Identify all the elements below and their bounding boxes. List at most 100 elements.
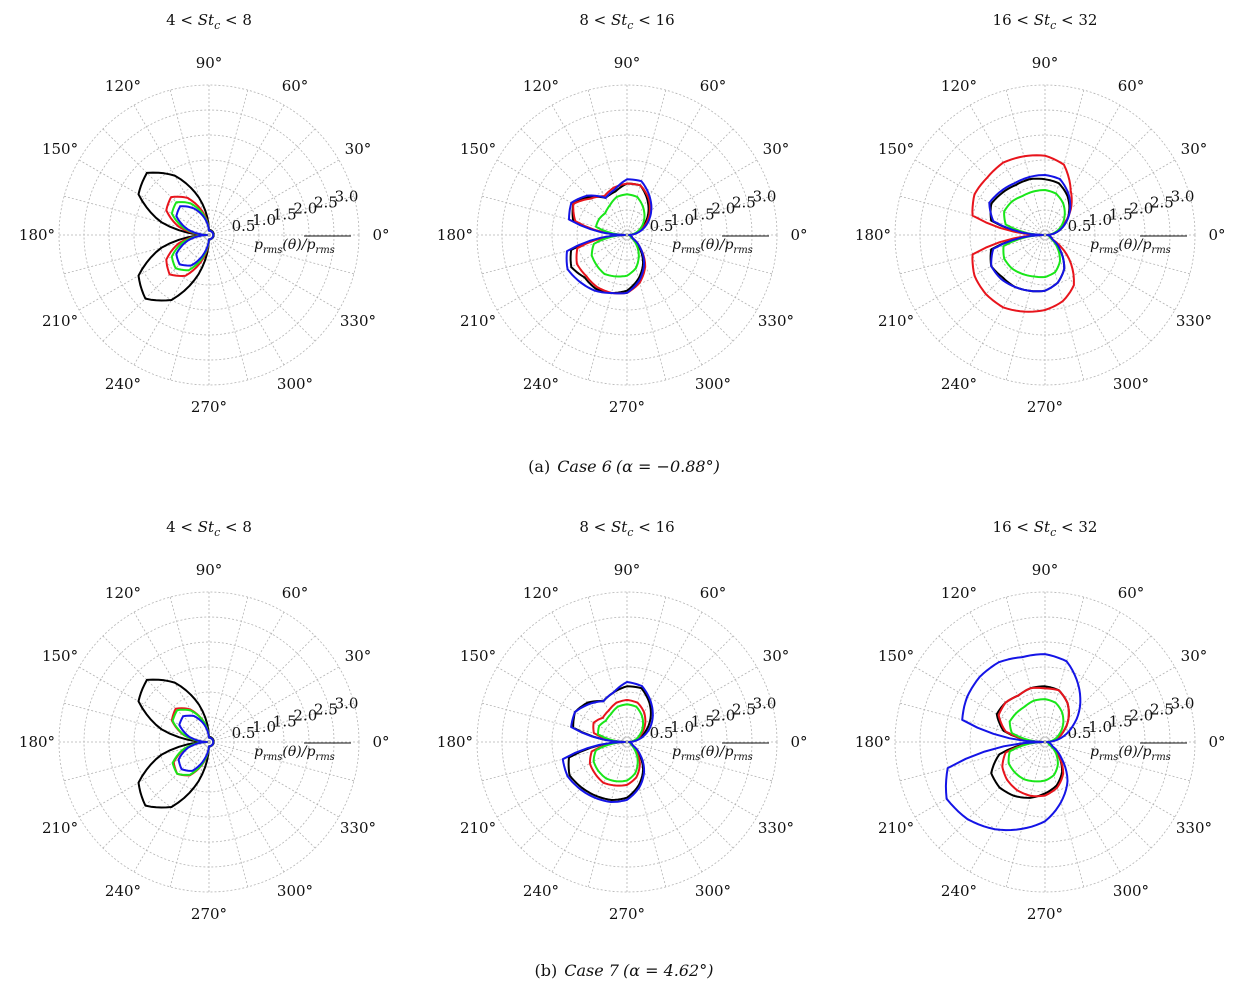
grid-spoke <box>900 195 1046 236</box>
theta-tick-label: 300° <box>1113 375 1149 393</box>
theta-tick-label: 120° <box>941 584 977 602</box>
grid-spoke <box>914 741 1046 818</box>
grid-spoke <box>208 234 285 366</box>
grid-spoke <box>1044 234 1190 275</box>
theta-tick-label: 270° <box>609 905 645 923</box>
grid-spoke <box>969 104 1046 236</box>
grid-spoke <box>133 741 210 873</box>
theta-tick-label: 330° <box>1176 312 1212 330</box>
grid-spoke <box>482 234 628 275</box>
theta-tick-label: 90° <box>1032 561 1059 579</box>
r-tick-label: 0.5 <box>650 217 674 235</box>
r-tick-label: 2.0 <box>1129 199 1153 217</box>
grid-spoke <box>208 234 249 380</box>
chart-title: 16 < Stc < 32 <box>993 518 1098 539</box>
grid-spoke <box>900 702 1046 743</box>
grid-spoke <box>482 741 628 782</box>
grid-spoke <box>102 741 210 849</box>
series-line <box>561 681 654 803</box>
theta-tick-label: 60° <box>700 77 727 95</box>
grid-spoke <box>482 702 628 743</box>
grid-spoke <box>1044 128 1152 236</box>
r-tick-label: 1.5 <box>273 712 297 730</box>
theta-tick-label: 330° <box>758 312 794 330</box>
theta-tick-label: 210° <box>460 819 496 837</box>
grid-spoke <box>208 666 340 743</box>
theta-tick-label: 300° <box>695 882 731 900</box>
theta-tick-label: 0° <box>790 226 807 244</box>
grid-spoke <box>208 104 285 236</box>
grid-spoke <box>969 234 1046 366</box>
grid-spoke <box>1044 702 1190 743</box>
theta-tick-label: 270° <box>191 905 227 923</box>
theta-tick-label: 120° <box>105 77 141 95</box>
theta-tick-label: 180° <box>855 733 891 751</box>
grid-spoke <box>900 234 1046 275</box>
theta-tick-label: 150° <box>42 140 78 158</box>
grid-spoke <box>1044 234 1176 311</box>
grid-spoke <box>1005 90 1046 236</box>
polar-chart: 0° 30° 60° 90° 120° 150° 180° 210° 240° 270° 300° 3… <box>855 11 1226 416</box>
r-tick-label: 2.0 <box>711 199 735 217</box>
grid-spoke <box>133 234 210 366</box>
grid-spoke <box>626 741 667 887</box>
r-tick-label: 2.5 <box>732 700 756 718</box>
grid-spoke <box>169 597 210 743</box>
theta-tick-label: 240° <box>941 375 977 393</box>
theta-tick-label: 30° <box>763 140 790 158</box>
theta-tick-label: 30° <box>345 647 372 665</box>
r-tick-label: 3.0 <box>753 188 777 206</box>
theta-tick-label: 210° <box>42 819 78 837</box>
grid-spoke <box>208 597 249 743</box>
grid-spoke <box>1044 597 1085 743</box>
grid-spoke <box>133 104 210 236</box>
theta-tick-label: 30° <box>345 140 372 158</box>
grid-spoke <box>1044 741 1190 782</box>
polar-chart: 0° 30° 60° 90° 120° 150° 180° 210° 240° 270° 300° 3… <box>855 518 1226 923</box>
radial-axis-label: prms(θ)/prms <box>1090 744 1171 763</box>
grid-spoke <box>208 159 340 236</box>
grid-spoke <box>551 234 628 366</box>
grid-ring <box>133 666 285 818</box>
theta-tick-label: 330° <box>1176 819 1212 837</box>
grid-spoke <box>551 611 628 743</box>
theta-tick-label: 180° <box>19 733 55 751</box>
theta-tick-label: 210° <box>460 312 496 330</box>
theta-tick-label: 330° <box>758 819 794 837</box>
grid-spoke <box>208 195 354 236</box>
grid-spoke <box>626 234 667 380</box>
polar-chart: 0° 30° 60° 90° 120° 150° 180° 210° 240° 270° 300° 3… <box>19 11 390 416</box>
r-tick-label: 0.5 <box>232 724 256 742</box>
theta-tick-label: 0° <box>372 733 389 751</box>
series-line <box>988 174 1072 293</box>
caption-b: (b) Case 7 (α = 4.62°) <box>535 961 714 980</box>
theta-tick-label: 60° <box>282 77 309 95</box>
series-line <box>175 205 215 267</box>
polar-chart: 0° 30° 60° 90° 120° 150° 180° 210° 240° 270° 300° 3… <box>19 518 390 923</box>
series-line <box>944 653 1082 832</box>
grid-spoke <box>626 597 667 743</box>
theta-tick-label: 150° <box>42 647 78 665</box>
grid-spoke <box>208 741 340 818</box>
r-tick-label: 0.5 <box>1068 217 1092 235</box>
theta-tick-label: 300° <box>1113 882 1149 900</box>
grid-spoke <box>626 741 734 849</box>
r-tick-label: 2.5 <box>314 193 338 211</box>
grid-spoke <box>587 741 628 887</box>
theta-tick-label: 270° <box>191 398 227 416</box>
chart-title: 8 < Stc < 16 <box>579 11 674 32</box>
theta-tick-label: 180° <box>855 226 891 244</box>
theta-tick-label: 30° <box>1181 140 1208 158</box>
grid-spoke <box>900 741 1046 782</box>
theta-tick-label: 300° <box>695 375 731 393</box>
grid-spoke <box>1044 741 1085 887</box>
grid-spoke <box>1044 666 1176 743</box>
grid-spoke <box>208 234 340 311</box>
theta-tick-label: 120° <box>523 77 559 95</box>
r-tick-label: 2.0 <box>711 706 735 724</box>
theta-tick-label: 120° <box>523 584 559 602</box>
grid-spoke <box>208 635 316 743</box>
theta-tick-label: 90° <box>614 561 641 579</box>
theta-tick-label: 150° <box>878 647 914 665</box>
r-tick-label: 1.0 <box>252 211 276 229</box>
